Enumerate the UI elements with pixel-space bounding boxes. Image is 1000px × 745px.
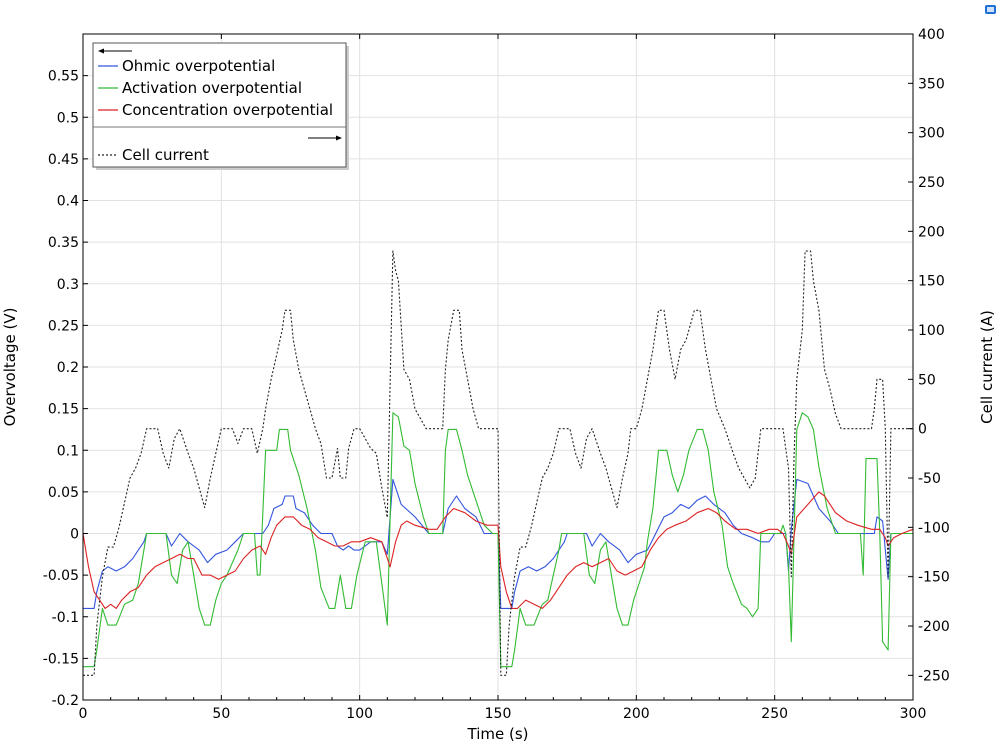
y-tick-label: -0.15: [43, 651, 79, 667]
y2-tick-label: -150: [918, 570, 950, 586]
y-tick-label: 0.25: [48, 318, 79, 334]
y-tick-label: 0.4: [57, 194, 79, 210]
x-tick-label: 300: [900, 706, 927, 722]
y-tick-label: 0.05: [48, 485, 79, 501]
y-tick-label: -0.2: [52, 693, 79, 709]
y-tick-label: 0.3: [57, 277, 79, 293]
y-tick-label: 0.15: [48, 402, 79, 418]
y2-tick-label: 400: [918, 27, 945, 43]
y-tick-label: -0.1: [52, 610, 79, 626]
y-tick-label: -0.05: [43, 568, 79, 584]
y-tick-label: 0.35: [48, 235, 79, 251]
series-layer: [82, 250, 914, 676]
y2-tick-label: 150: [918, 274, 945, 290]
y2-tick-label: -100: [918, 520, 950, 536]
x-tick-label: 0: [79, 706, 88, 722]
y2-tick-label: 250: [918, 175, 945, 191]
ticks: [82, 33, 914, 701]
y2-tick-label: 300: [918, 126, 945, 142]
y2-tick-label: -50: [918, 471, 941, 487]
legend: Ohmic overpotential Activation overpoten…: [92, 42, 349, 170]
y-tick-label: 0.2: [57, 360, 79, 376]
legend-box: [92, 42, 347, 168]
y2-tick-label: -200: [918, 619, 950, 635]
y-tick-label: 0.55: [48, 69, 79, 85]
legend-label-ohmic: Ohmic overpotential: [122, 57, 275, 75]
x-axis-title: Time (s): [467, 725, 529, 743]
y2-tick-label: 350: [918, 76, 945, 92]
x-tick-label: 200: [623, 706, 650, 722]
y2-tick-label: 200: [918, 224, 945, 240]
y-tick-label: 0.45: [48, 152, 79, 168]
expand-icon[interactable]: [985, 5, 996, 14]
y2-tick-label: 50: [918, 372, 936, 388]
series-line-cell-current: [83, 250, 913, 676]
x-tick-label: 150: [485, 706, 512, 722]
y-axis-title: Overvoltage (V): [1, 308, 19, 427]
y-tick-label: 0.1: [57, 443, 79, 459]
series-line-ohmic: [83, 478, 913, 609]
y2-axis-title: Cell current (A): [978, 310, 996, 424]
legend-label-activation: Activation overpotential: [122, 79, 302, 97]
y-tick-label: 0: [70, 527, 79, 543]
y2-tick-label: -250: [918, 668, 950, 684]
tick-labels: 0 50 100 150 200 250 300 -0.2 -0.15 -0.1 -0.05 0 0.0…: [43, 27, 950, 722]
legend-left-axis-arrow: [98, 48, 132, 54]
grid: [82, 34, 914, 701]
y2-tick-label: 100: [918, 323, 945, 339]
legend-label-cell-current: Cell current: [122, 146, 209, 164]
y2-tick-label: 0: [918, 422, 927, 438]
x-tick-label: 50: [212, 706, 230, 722]
x-tick-label: 250: [761, 706, 788, 722]
y-tick-label: 0.5: [57, 110, 79, 126]
x-tick-label: 100: [346, 706, 373, 722]
legend-label-concentration: Concentration overpotential: [122, 101, 333, 119]
series-line-concentration: [82, 491, 914, 609]
legend-right-axis-arrow: [308, 135, 342, 141]
